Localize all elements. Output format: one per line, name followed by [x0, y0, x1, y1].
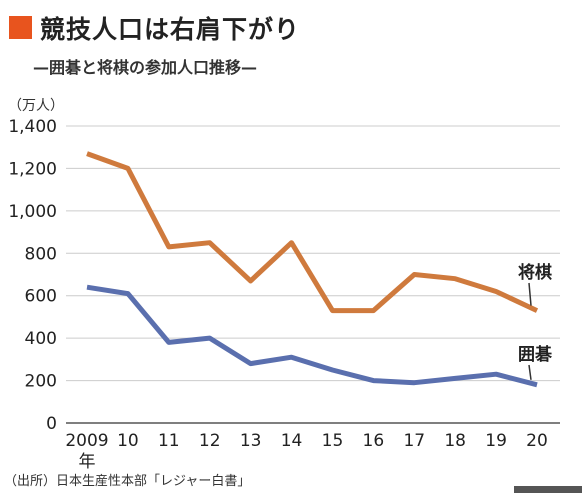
series-label-leader — [528, 364, 532, 380]
x-tick-label: 11 — [158, 431, 180, 451]
y-tick-label: 1,000 — [8, 202, 57, 222]
x-tick-year-suffix: 年 — [79, 452, 96, 472]
title-marker — [9, 16, 32, 39]
x-tick-label: 15 — [322, 431, 344, 451]
y-tick-label: 800 — [25, 244, 57, 264]
x-axis-ticks: 2009 10 11 12 13 14 15 16 17 18 19 20 年 — [65, 431, 547, 472]
series-line-go — [86, 284, 538, 388]
series-label: 囲碁 — [518, 344, 553, 365]
x-tick-label: 20 — [526, 431, 548, 451]
x-tick-label: 19 — [485, 431, 507, 451]
y-tick-label: 1,200 — [8, 159, 57, 179]
x-tick-label: 18 — [444, 431, 466, 451]
series-line-shogi — [86, 151, 539, 314]
y-tick-label: 200 — [25, 372, 57, 392]
series-label: 将棋 — [518, 262, 552, 283]
y-tick-label: 0 — [46, 414, 57, 434]
y-tick-label: 600 — [25, 287, 57, 307]
chart-subtitle: —囲碁と将棋の参加人口推移— — [33, 58, 258, 77]
x-tick-label: 14 — [281, 431, 303, 451]
x-tick-label: 13 — [240, 431, 262, 451]
series-lines — [86, 151, 539, 388]
series-label-leader — [528, 282, 532, 306]
x-tick-label: 12 — [199, 431, 221, 451]
y-tick-label: 400 — [25, 329, 57, 349]
source-note: （出所）日本生産性本部「レジャー白書」 — [4, 474, 251, 489]
y-tick-label: 1,400 — [8, 117, 57, 137]
x-tick-label: 16 — [363, 431, 385, 451]
x-tick-label: 2009 — [65, 431, 108, 451]
y-axis-unit-label: （万人） — [8, 98, 64, 114]
corner-bar — [514, 486, 582, 493]
chart-title: 競技人口は右肩下がり — [40, 15, 301, 44]
x-tick-label: 10 — [117, 431, 139, 451]
y-axis-ticks: 0 200 400 600 800 1,000 1,200 1,400 — [8, 117, 57, 434]
x-tick-label: 17 — [403, 431, 425, 451]
